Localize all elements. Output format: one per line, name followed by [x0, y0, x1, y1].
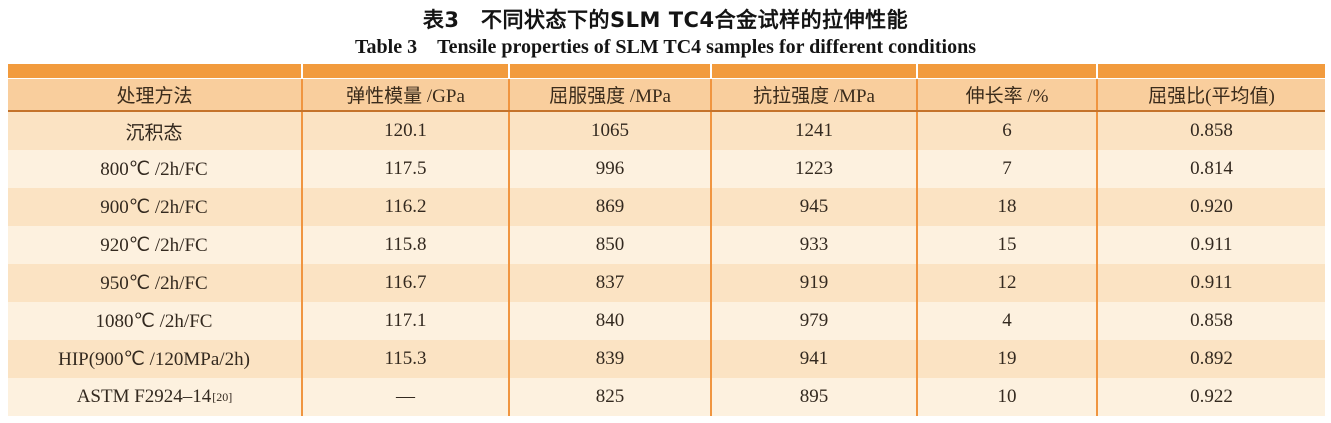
- cell-elongation: 7: [918, 150, 1099, 188]
- cell-yield-ratio: 0.858: [1098, 302, 1325, 340]
- table-header-row: 处理方法 弹性模量 /GPa 屈服强度 /MPa 抗拉强度 /MPa 伸长率 /…: [8, 79, 1325, 112]
- top-band-segment: [8, 64, 303, 78]
- cell-elastic-modulus: 115.3: [303, 340, 511, 378]
- cell-tensile-strength: 919: [712, 264, 919, 302]
- method-label: 800℃ /2h/FC: [100, 158, 208, 180]
- method-label: 950℃ /2h/FC: [100, 272, 208, 294]
- cell-method: ASTM F2924–14 [20]: [8, 378, 303, 416]
- table-row: 1080℃ /2h/FC 117.1 840 979 4 0.858: [8, 302, 1325, 340]
- header-cell-elongation: 伸长率 /%: [918, 79, 1099, 110]
- header-cell-tensile-strength: 抗拉强度 /MPa: [712, 79, 919, 110]
- tensile-properties-table: 处理方法 弹性模量 /GPa 屈服强度 /MPa 抗拉强度 /MPa 伸长率 /…: [8, 64, 1325, 416]
- cell-yield-ratio: 0.920: [1098, 188, 1325, 226]
- cell-tensile-strength: 933: [712, 226, 919, 264]
- method-label: 900℃ /2h/FC: [100, 196, 208, 218]
- table-row: HIP(900℃ /120MPa/2h) 115.3 839 941 19 0.…: [8, 340, 1325, 378]
- cell-elongation: 18: [918, 188, 1099, 226]
- cell-elastic-modulus: —: [303, 378, 511, 416]
- cell-elongation: 19: [918, 340, 1099, 378]
- table-title-chinese: 表3 不同状态下的SLM TC4合金试样的拉伸性能: [422, 8, 909, 32]
- table-title-english: Table 3 Tensile properties of SLM TC4 sa…: [355, 36, 976, 58]
- cell-elastic-modulus: 117.5: [303, 150, 511, 188]
- header-cell-yield-strength: 屈服强度 /MPa: [510, 79, 713, 110]
- table-row: 900℃ /2h/FC 116.2 869 945 18 0.920: [8, 188, 1325, 226]
- cell-method: 900℃ /2h/FC: [8, 188, 303, 226]
- cell-tensile-strength: 1241: [712, 112, 919, 150]
- cell-yield-strength: 869: [510, 188, 713, 226]
- cell-yield-ratio: 0.911: [1098, 226, 1325, 264]
- method-label: 沉积态: [125, 122, 183, 144]
- cell-tensile-strength: 1223: [712, 150, 919, 188]
- cell-method: 920℃ /2h/FC: [8, 226, 303, 264]
- cell-elongation: 4: [918, 302, 1099, 340]
- header-cell-yield-ratio: 屈强比(平均值): [1098, 79, 1325, 110]
- cell-tensile-strength: 941: [712, 340, 919, 378]
- cell-method: 1080℃ /2h/FC: [8, 302, 303, 340]
- cell-elongation: 12: [918, 264, 1099, 302]
- method-label: 920℃ /2h/FC: [100, 234, 208, 256]
- cell-yield-ratio: 0.858: [1098, 112, 1325, 150]
- top-band-segment: [303, 64, 511, 78]
- cell-elastic-modulus: 115.8: [303, 226, 511, 264]
- top-band-segment: [510, 64, 713, 78]
- cell-elastic-modulus: 116.7: [303, 264, 511, 302]
- header-cell-elastic-modulus: 弹性模量 /GPa: [303, 79, 511, 110]
- cell-tensile-strength: 945: [712, 188, 919, 226]
- cell-method: 950℃ /2h/FC: [8, 264, 303, 302]
- table-row: 920℃ /2h/FC 115.8 850 933 15 0.911: [8, 226, 1325, 264]
- table-row: 沉积态 120.1 1065 1241 6 0.858: [8, 112, 1325, 150]
- cell-yield-strength: 850: [510, 226, 713, 264]
- top-band-segment: [712, 64, 919, 78]
- cell-method: HIP(900℃ /120MPa/2h): [8, 340, 303, 378]
- cell-elongation: 6: [918, 112, 1099, 150]
- table-row: 800℃ /2h/FC 117.5 996 1223 7 0.814: [8, 150, 1325, 188]
- cell-yield-strength: 840: [510, 302, 713, 340]
- cell-method: 沉积态: [8, 112, 303, 150]
- cell-yield-strength: 837: [510, 264, 713, 302]
- cell-elastic-modulus: 117.1: [303, 302, 511, 340]
- cell-yield-ratio: 0.892: [1098, 340, 1325, 378]
- top-band-segment: [918, 64, 1099, 78]
- method-label: ASTM F2924–14: [76, 386, 212, 407]
- top-band-segment: [1098, 64, 1325, 78]
- cell-yield-ratio: 0.911: [1098, 264, 1325, 302]
- header-cell-method: 处理方法: [8, 79, 303, 110]
- cell-elastic-modulus: 116.2: [303, 188, 511, 226]
- table-row: 950℃ /2h/FC 116.7 837 919 12 0.911: [8, 264, 1325, 302]
- cell-yield-strength: 839: [510, 340, 713, 378]
- cell-yield-ratio: 0.922: [1098, 378, 1325, 416]
- cell-yield-strength: 825: [510, 378, 713, 416]
- cell-elastic-modulus: 120.1: [303, 112, 511, 150]
- table-row: ASTM F2924–14 [20] — 825 895 10 0.922: [8, 378, 1325, 416]
- cell-method: 800℃ /2h/FC: [8, 150, 303, 188]
- method-label: HIP(900℃ /120MPa/2h): [58, 348, 250, 370]
- cell-yield-ratio: 0.814: [1098, 150, 1325, 188]
- cell-yield-strength: 1065: [510, 112, 713, 150]
- table-body: 沉积态 120.1 1065 1241 6 0.858 800℃ /2h/FC …: [8, 112, 1325, 416]
- cell-elongation: 15: [918, 226, 1099, 264]
- cell-yield-strength: 996: [510, 150, 713, 188]
- cell-tensile-strength: 895: [712, 378, 919, 416]
- cell-tensile-strength: 979: [712, 302, 919, 340]
- method-label: 1080℃ /2h/FC: [95, 310, 213, 332]
- table-top-band: [8, 64, 1325, 79]
- cell-elongation: 10: [918, 378, 1099, 416]
